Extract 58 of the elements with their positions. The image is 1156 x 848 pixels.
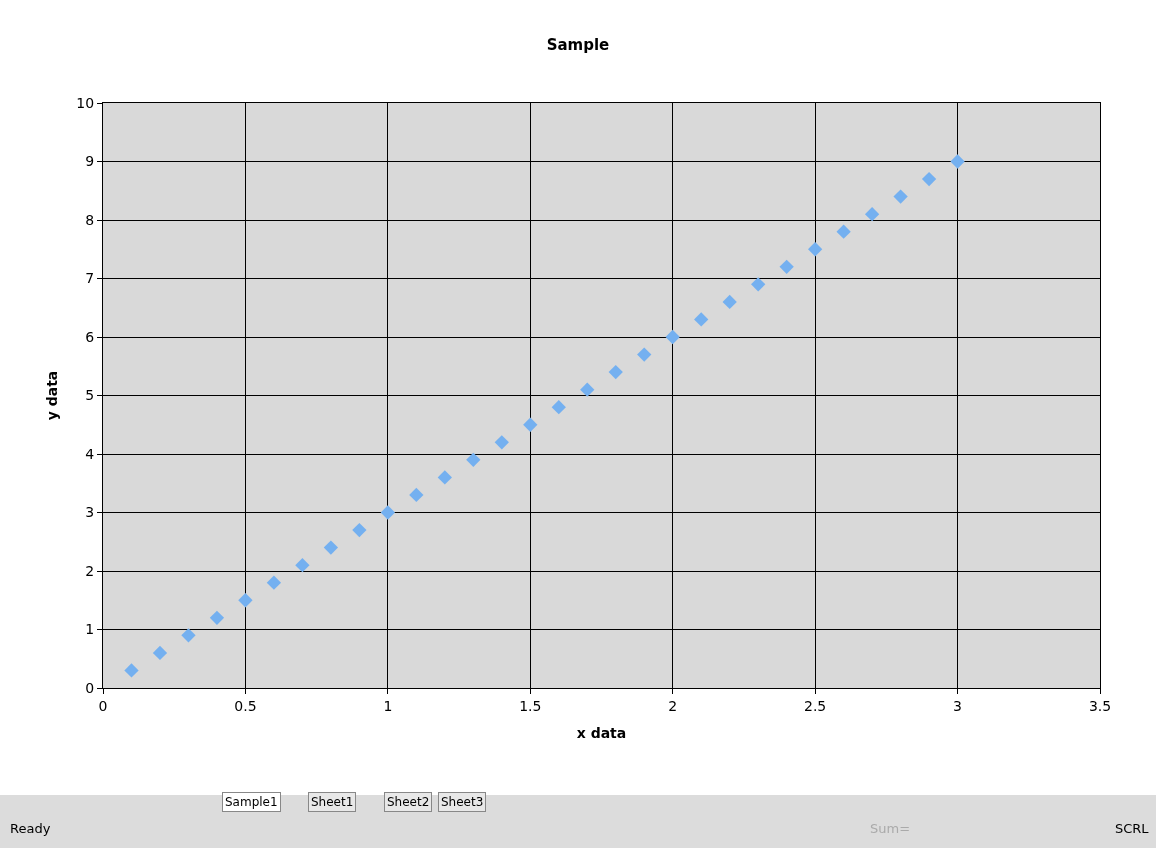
x-axis-title: x data [576,725,627,742]
point [295,558,310,573]
point [751,277,766,292]
point [921,171,937,187]
point [124,663,139,678]
point [779,259,794,274]
x-tick-label: 3.5 [1088,697,1112,714]
text: Sheet3 [441,795,484,809]
y-tick-label: 9 [85,153,95,170]
point [637,347,652,362]
point [380,505,396,520]
x-tick-label: 1.5 [519,697,542,714]
point [152,645,168,661]
point [551,400,566,415]
point [807,242,823,257]
y-tick-label: 0 [85,679,95,696]
point [836,224,851,239]
point [209,610,225,625]
y-tick-label: 7 [85,270,95,287]
x-tick-label: 2.5 [804,697,827,714]
x-tick-label: 0 [98,697,108,714]
point [665,329,680,345]
point [437,470,452,485]
x-tick-label: 0.5 [234,697,257,714]
point [352,522,367,538]
y-tick-label: 3 [85,504,95,521]
chart-title: Sample [546,36,610,55]
point [950,154,965,169]
y-tick-label: 6 [85,328,95,345]
y-axis-title: y data [43,370,60,421]
text: SCRL [1115,821,1150,836]
point [722,294,737,310]
point [893,189,908,204]
point [608,364,623,380]
text: Sheet2 [387,795,430,809]
point [580,382,595,397]
y-tick-label: 10 [76,94,95,111]
y-tick-label: 2 [85,562,95,579]
point [466,452,481,467]
point [181,628,196,643]
x-tick-label: 1 [383,697,393,714]
point [409,487,424,503]
point [494,435,509,450]
y-tick-label: 8 [85,211,95,228]
point [523,417,538,432]
y-tick-label: 4 [85,445,95,462]
y-tick-label: 5 [85,387,95,404]
x-tick-label: 2 [668,697,678,714]
point [266,575,282,590]
point [323,540,339,555]
point [864,207,880,222]
point [694,312,709,327]
y-tick-label: 1 [85,621,95,638]
text: Sample1 [225,795,278,809]
x-tick-label: 3 [953,697,963,714]
text: Ready [10,821,51,836]
point [238,593,253,608]
text: Sheet1 [311,795,354,809]
